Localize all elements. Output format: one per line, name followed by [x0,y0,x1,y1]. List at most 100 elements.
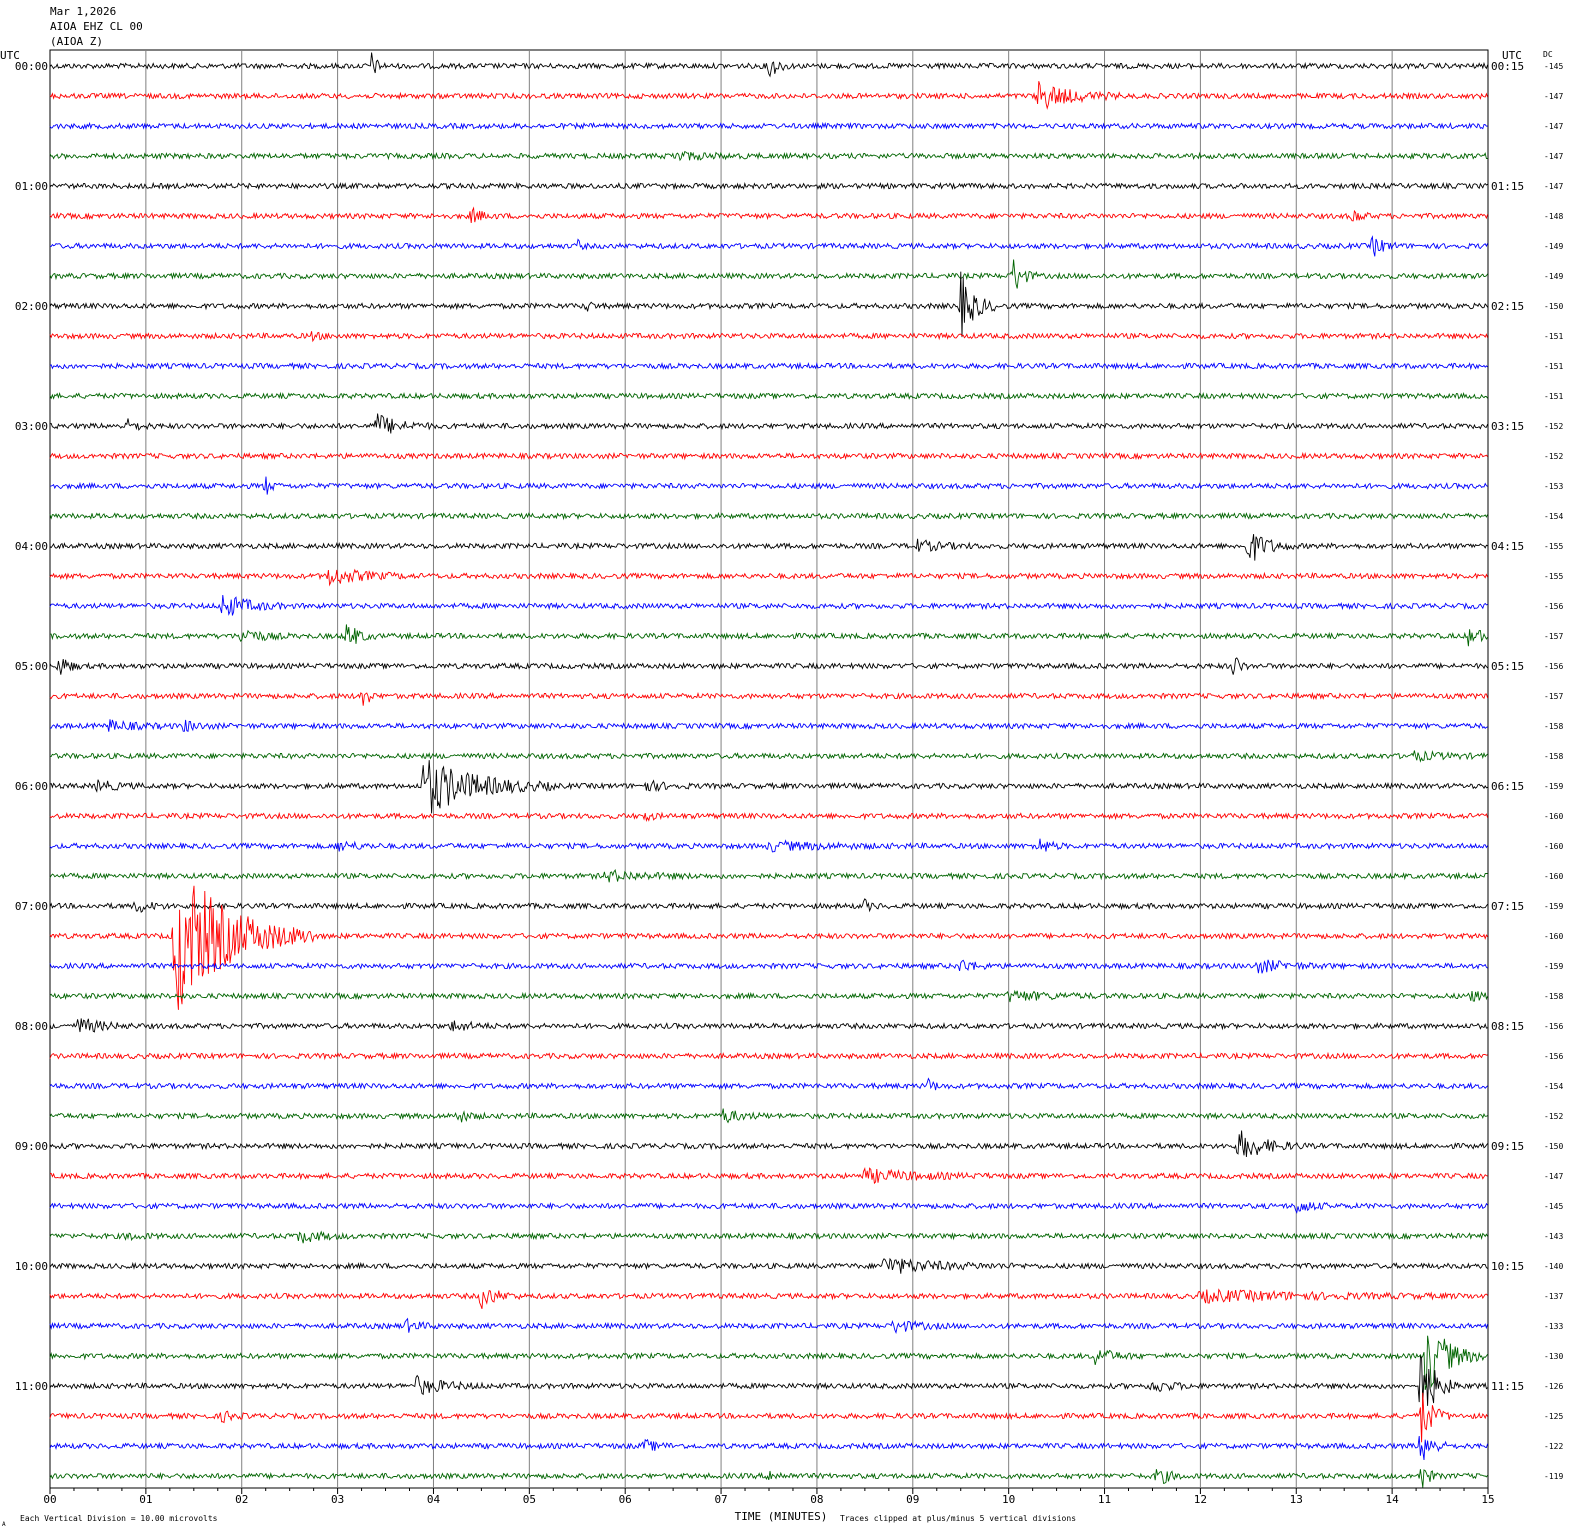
dc-offset-label: -152 [1544,452,1563,461]
right-time-label: 11:15 [1491,1380,1524,1393]
right-time-label: 01:15 [1491,180,1524,193]
dc-offset-label: -156 [1544,1052,1563,1061]
date-label: Mar 1,2026 [50,5,117,18]
seismic-trace [49,476,1488,495]
station-label: AIOA EHZ CL 00 [50,20,143,33]
right-time-label: 03:15 [1491,420,1524,433]
right-time-label: 00:15 [1491,60,1524,73]
x-tick-label: 01 [139,1493,152,1506]
dc-offset-label: -145 [1544,62,1563,71]
x-tick-label: 13 [1290,1493,1303,1506]
dc-offset-label: -152 [1544,1112,1563,1121]
left-time-label: 08:00 [15,1020,48,1033]
dc-offset-label: -145 [1544,1202,1563,1211]
seismic-trace [49,1051,1488,1061]
left-time-label: 03:00 [15,420,48,433]
corner-mark: A [2,1521,6,1528]
seismic-trace [50,235,1489,257]
dc-offset-label: -137 [1544,1292,1563,1301]
dc-offset-label: -147 [1544,152,1563,161]
seismic-trace [49,259,1488,289]
dc-label: DC [1543,50,1553,59]
dc-offset-label: -119 [1544,1472,1563,1481]
seismic-trace [49,1018,1488,1033]
seismic-trace [49,271,1488,338]
x-tick-label: 03 [331,1493,344,1506]
seismic-trace [49,511,1488,521]
dc-offset-label: -152 [1544,422,1563,431]
dc-offset-label: -157 [1544,632,1563,641]
dc-offset-label: -151 [1544,392,1563,401]
dc-offset-label: -159 [1544,962,1563,971]
dc-offset-label: -130 [1544,1352,1563,1361]
x-tick-label: 10 [1002,1493,1015,1506]
dc-offset-label: -158 [1544,752,1563,761]
dc-offset-label: -149 [1544,272,1563,281]
left-time-label: 09:00 [15,1140,48,1153]
seismic-trace [49,451,1488,461]
dc-offset-label: -125 [1544,1412,1563,1421]
dc-offset-label: -126 [1544,1382,1563,1391]
left-time-label: 04:00 [15,540,48,553]
dc-offset-label: -147 [1544,182,1563,191]
dc-offset-label: -159 [1544,782,1563,791]
x-tick-label: 15 [1481,1493,1494,1506]
seismic-trace [49,534,1488,561]
seismic-trace [49,1335,1488,1391]
left-time-label: 00:00 [15,60,48,73]
dc-offset-label: -147 [1544,122,1563,131]
dc-offset-label: -154 [1544,1082,1563,1091]
seismic-trace [49,959,1488,974]
seismic-trace [49,869,1488,883]
seismic-trace [49,1108,1488,1124]
x-axis-label: TIME (MINUTES) [735,1510,828,1523]
seismic-trace [49,1288,1488,1310]
x-tick-label: 11 [1098,1493,1111,1506]
x-tick-label: 05 [523,1493,536,1506]
seismic-trace [49,121,1488,131]
x-tick-label: 08 [810,1493,823,1506]
dc-offset-label: -160 [1544,812,1563,821]
right-time-label: 04:15 [1491,540,1524,553]
dc-offset-label: -155 [1544,542,1563,551]
dc-offset-label: -151 [1544,362,1563,371]
x-tick-label: 04 [427,1493,441,1506]
dc-offset-label: -133 [1544,1322,1563,1331]
seismic-trace [49,1130,1488,1158]
clip-note: Traces clipped at plus/minus 5 vertical … [840,1514,1076,1523]
plot-frame [49,49,1489,1489]
right-time-label: 08:15 [1491,1020,1524,1033]
dc-offset-label: -160 [1544,842,1563,851]
dc-offset-label: -155 [1544,572,1563,581]
left-time-label: 01:00 [15,180,48,193]
dc-offset-label: -149 [1544,242,1563,251]
seismic-trace [49,206,1489,223]
seismic-trace [49,989,1489,1003]
seismic-trace [49,391,1488,401]
x-tick-label: 07 [714,1493,727,1506]
seismic-trace [49,331,1489,343]
dc-offset-label: -150 [1544,1142,1563,1151]
seismic-trace [49,81,1489,110]
seismic-trace [49,898,1488,913]
dc-offset-label: -156 [1544,662,1563,671]
dc-offset-label: -160 [1544,932,1563,941]
left-time-label: 07:00 [15,900,48,913]
dc-offset-label: -122 [1544,1442,1563,1451]
x-tick-label: 09 [906,1493,919,1506]
dc-offset-label: -158 [1544,722,1563,731]
seismic-trace [49,1201,1488,1214]
seismic-trace [50,624,1488,647]
x-tick-label: 14 [1386,1493,1400,1506]
seismic-trace [49,691,1489,706]
x-tick-label: 06 [619,1493,632,1506]
seismic-trace [49,1230,1488,1244]
right-utc-label: UTC [1502,49,1522,62]
dc-offset-label: -153 [1544,482,1563,491]
dc-offset-label: -150 [1544,302,1563,311]
seismic-trace [49,760,1488,814]
seismic-trace [49,1317,1489,1334]
seismic-trace [49,1166,1488,1185]
x-tick-label: 02 [235,1493,248,1506]
seismic-trace [49,1435,1489,1461]
